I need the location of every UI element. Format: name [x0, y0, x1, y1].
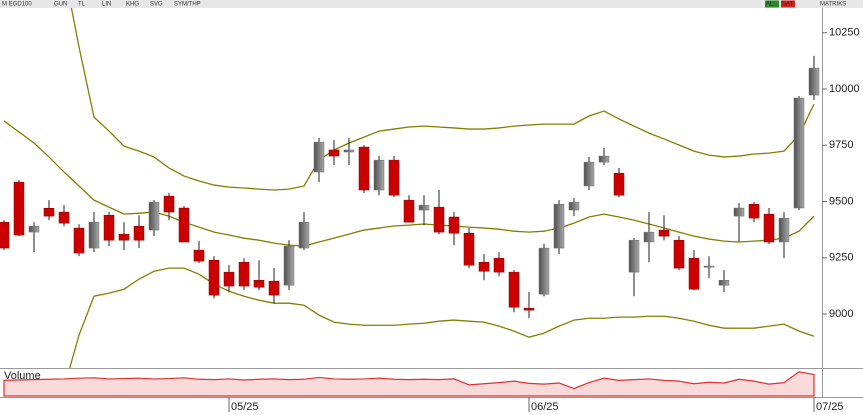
band-line: [70, 8, 815, 191]
candle-body: [778, 217, 790, 243]
candle-body: [103, 214, 115, 241]
y-tick-label: 10250: [829, 27, 860, 39]
candle-body: [193, 249, 205, 262]
candle-body: [613, 172, 625, 196]
candle-body: [688, 257, 700, 290]
band-line: [3, 120, 815, 247]
band-line: [69, 267, 815, 368]
candle-body: [13, 181, 25, 236]
x-tick-label: 05/25: [231, 401, 259, 413]
candle-body: [553, 203, 565, 249]
toolbar-item: AL: [766, 2, 774, 8]
candle-body: [43, 208, 55, 217]
candle-body: [598, 155, 610, 163]
toolbar-button: [765, 0, 779, 8]
candle-body: [178, 207, 190, 243]
candle-body: [133, 226, 145, 241]
toolbar: [0, 0, 863, 8]
y-tick-label: 9750: [829, 139, 853, 151]
candle-body: [433, 206, 445, 233]
candle-body: [568, 201, 580, 211]
candle-body: [163, 195, 175, 213]
candle-body: [0, 221, 10, 249]
candle-body: [58, 211, 70, 224]
candle-body: [313, 141, 325, 173]
candle-body: [283, 245, 295, 286]
candle-body: [478, 262, 490, 272]
candle-body: [643, 231, 655, 243]
candle-body: [733, 207, 745, 217]
candle-body: [703, 265, 715, 268]
x-tick-label: 06/25: [531, 401, 559, 413]
candle-body: [463, 232, 475, 266]
y-tick-label: 9500: [829, 195, 853, 207]
candle-body: [373, 159, 385, 191]
y-tick-label: 9000: [829, 308, 853, 320]
price-plot: [0, 8, 820, 368]
candle-body: [583, 161, 595, 187]
candle-body: [148, 201, 160, 231]
candle-body: [118, 233, 130, 241]
candle-body: [238, 262, 250, 287]
candle-body: [508, 271, 520, 308]
x-tick-label: 07/25: [816, 401, 844, 413]
candle-body: [493, 257, 505, 273]
candle-body: [358, 146, 370, 191]
toolbar-item: SVG: [150, 2, 163, 8]
toolbar-item: KHG: [126, 2, 139, 8]
candle-body: [763, 213, 775, 243]
candle-body: [208, 259, 220, 296]
candle-body: [673, 239, 685, 269]
volume-title: Volume: [4, 370, 41, 382]
candle-body: [403, 199, 415, 223]
candle-body: [268, 280, 280, 296]
candle-body: [328, 149, 340, 157]
candle-body: [28, 226, 40, 233]
candle-body: [343, 149, 355, 153]
candle-body: [793, 97, 805, 209]
y-tick-label: 9250: [829, 252, 853, 264]
toolbar-item: SAT: [782, 2, 794, 8]
toolbar-item: GUN: [54, 2, 67, 8]
candle-body: [748, 203, 760, 219]
candle-body: [253, 280, 265, 288]
toolbar-item: LIN: [102, 2, 111, 8]
candle-body: [658, 229, 670, 237]
toolbar-item: SYM/THP: [174, 2, 201, 8]
candle-body: [298, 221, 310, 249]
candle-body: [418, 204, 430, 211]
candle-body: [73, 227, 85, 254]
volume-area: [3, 371, 815, 397]
toolbar-item: TL: [78, 2, 86, 8]
y-tick-label: 10000: [829, 83, 860, 95]
toolbar-item: M EGD100: [2, 2, 32, 8]
toolbar-button: [781, 0, 795, 8]
candle-body: [448, 216, 460, 234]
candle-body: [538, 247, 550, 295]
candle-body: [223, 271, 235, 287]
candle-body: [523, 307, 535, 311]
candle-body: [388, 159, 400, 196]
candle-body: [718, 280, 730, 286]
toolbar-item: MATRIKS: [820, 2, 846, 8]
candle-body: [808, 67, 820, 96]
candle-body: [628, 239, 640, 273]
candle-body: [88, 221, 100, 249]
